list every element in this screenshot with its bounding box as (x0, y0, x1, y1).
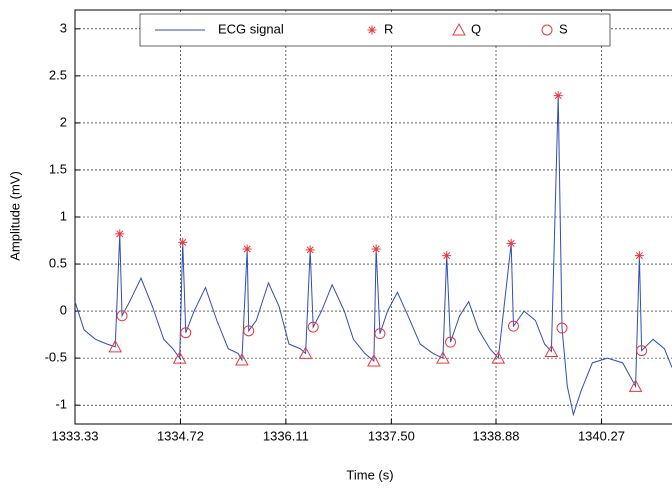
y-tick-label: 1.5 (49, 161, 67, 176)
circle-marker (243, 325, 255, 337)
legend-label: R (384, 21, 393, 36)
y-tick-label: 2 (60, 114, 67, 129)
star-marker (242, 244, 252, 254)
ecg-line (74, 95, 672, 417)
legend-label: S (559, 21, 568, 36)
x-tick-label: 1340.27 (578, 428, 625, 443)
legend-swatch (367, 25, 377, 35)
legend-swatch (541, 24, 553, 36)
triangle-marker (544, 344, 559, 358)
circle-marker (636, 345, 648, 357)
circle-marker (180, 327, 192, 339)
y-axis-label: Amplitude (mV) (7, 171, 22, 261)
circle-marker (307, 321, 319, 333)
star-marker (553, 91, 563, 101)
y-tick-label: 3 (60, 20, 67, 35)
legend-swatch (452, 22, 466, 36)
x-tick-label: 1338.88 (473, 428, 520, 443)
y-tick-label: 2.5 (49, 67, 67, 82)
circle-marker (444, 336, 456, 348)
y-tick-label: 0.5 (49, 255, 67, 270)
star-marker (506, 238, 516, 248)
circle-marker (374, 328, 386, 340)
star-marker (634, 251, 644, 261)
triangle-marker (628, 379, 643, 392)
x-tick-label: 1333.33 (52, 428, 99, 443)
circle-marker (116, 310, 128, 322)
x-tick-label: 1334.72 (157, 428, 204, 443)
star-marker (371, 244, 381, 254)
x-tick-label: 1336.11 (263, 428, 309, 443)
star-marker (305, 245, 315, 255)
triangle-marker (235, 352, 249, 366)
circle-marker (507, 320, 519, 332)
triangle-marker (436, 351, 450, 364)
triangle-marker (298, 346, 313, 359)
triangle-marker (367, 353, 381, 367)
triangle-marker (108, 339, 123, 353)
y-tick-label: -1 (55, 397, 67, 412)
star-marker (115, 229, 125, 239)
x-axis-label: Time (s) (346, 467, 393, 482)
legend-label: ECG signal (218, 21, 284, 36)
x-tick-label: 1337.50 (368, 428, 415, 443)
triangle-marker (491, 351, 506, 364)
y-tick-label: 0 (60, 303, 67, 318)
star-marker (442, 251, 452, 261)
circle-marker (556, 322, 568, 334)
star-marker (178, 237, 188, 247)
y-tick-label: 1 (60, 208, 67, 223)
legend-label: Q (471, 21, 481, 36)
y-tick-label: -0.5 (45, 350, 67, 365)
triangle-marker (172, 351, 187, 364)
